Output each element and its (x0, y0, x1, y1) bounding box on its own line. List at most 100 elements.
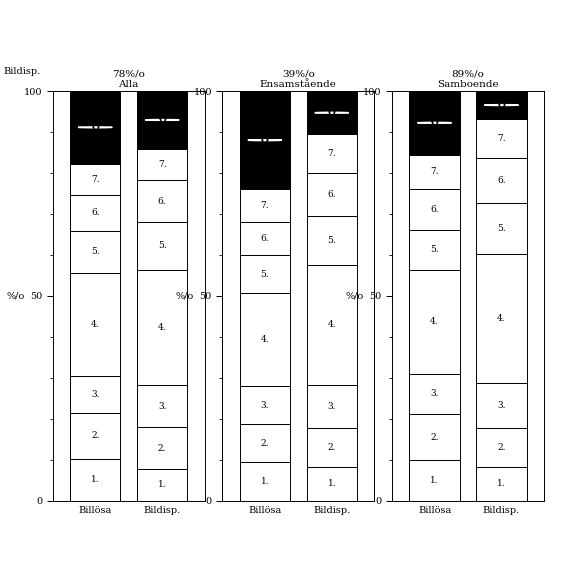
Circle shape (315, 112, 349, 113)
Text: 4.: 4. (497, 314, 506, 323)
Bar (410, 414, 460, 460)
Text: 2.: 2. (261, 439, 269, 448)
Y-axis label: %/o: %/o (176, 291, 194, 300)
Bar (410, 270, 460, 374)
Text: 4.: 4. (430, 318, 439, 327)
Bar (137, 91, 187, 149)
Bar (70, 273, 121, 376)
Text: Ö: Ö (431, 118, 439, 127)
Text: Ö: Ö (91, 123, 99, 132)
Bar (410, 229, 460, 270)
Bar (476, 203, 526, 254)
Text: 4.: 4. (91, 320, 99, 329)
Bar (410, 189, 460, 229)
Text: 6.: 6. (430, 205, 439, 214)
Text: 1.: 1. (430, 476, 439, 485)
Text: 3.: 3. (158, 402, 166, 411)
Bar (476, 383, 526, 428)
Y-axis label: %/o: %/o (346, 291, 364, 300)
Bar (410, 460, 460, 501)
Text: Bildisp.: Bildisp. (3, 67, 40, 76)
Bar (70, 164, 121, 195)
Circle shape (145, 119, 179, 121)
Text: 2.: 2. (431, 433, 439, 442)
Text: Ö: Ö (328, 108, 336, 117)
Bar (70, 195, 121, 231)
Text: Ö: Ö (158, 116, 166, 125)
Text: 5.: 5. (158, 241, 167, 250)
Title: 78%/o
Alla: 78%/o Alla (112, 69, 145, 89)
Text: 4.: 4. (328, 320, 336, 329)
Text: 3.: 3. (261, 401, 269, 410)
Bar (70, 413, 121, 459)
Bar (307, 467, 357, 501)
Bar (476, 119, 526, 158)
Text: 5.: 5. (260, 270, 269, 279)
Bar (307, 91, 357, 134)
Text: 7.: 7. (430, 167, 439, 176)
Text: 2.: 2. (91, 431, 99, 440)
Bar (307, 265, 357, 385)
Bar (307, 385, 357, 428)
Text: 3.: 3. (431, 389, 439, 398)
Bar (240, 255, 290, 293)
Bar (240, 463, 290, 501)
Text: 1.: 1. (328, 479, 336, 488)
Text: 7.: 7. (260, 201, 269, 211)
Bar (137, 469, 187, 501)
Text: 1.: 1. (497, 480, 506, 488)
Circle shape (78, 127, 112, 128)
Bar (240, 222, 290, 255)
Text: 5.: 5. (430, 245, 439, 254)
Bar (240, 386, 290, 424)
Bar (410, 374, 460, 414)
Text: 6.: 6. (91, 208, 99, 217)
Bar (476, 428, 526, 467)
Bar (137, 180, 187, 222)
Bar (307, 428, 357, 467)
Bar (476, 467, 526, 501)
Bar (137, 222, 187, 270)
Bar (476, 254, 526, 383)
Bar (240, 189, 290, 222)
Text: 7.: 7. (497, 134, 506, 143)
Text: 2.: 2. (328, 443, 336, 452)
Text: 2.: 2. (497, 443, 505, 452)
Text: 6.: 6. (260, 234, 269, 243)
Bar (240, 424, 290, 463)
Bar (307, 216, 357, 265)
Text: Ö: Ö (497, 101, 505, 110)
Bar (410, 155, 460, 189)
Text: 7.: 7. (328, 149, 336, 158)
Title: 39%/o
Ensamstående: 39%/o Ensamstående (260, 69, 337, 89)
Bar (240, 91, 290, 189)
Text: 6.: 6. (158, 197, 167, 206)
Bar (137, 149, 187, 180)
Text: Ö: Ö (261, 135, 269, 145)
Text: 7.: 7. (91, 175, 99, 184)
Text: 5.: 5. (497, 224, 506, 233)
Bar (410, 91, 460, 155)
Bar (137, 427, 187, 469)
Text: 6.: 6. (328, 190, 336, 199)
Text: 1.: 1. (260, 477, 269, 486)
Bar (137, 385, 187, 427)
Text: 5.: 5. (328, 236, 336, 245)
Bar (137, 270, 187, 385)
Text: 7.: 7. (158, 160, 167, 169)
Text: 3.: 3. (91, 390, 99, 399)
Text: 5.: 5. (91, 248, 99, 256)
Text: 1.: 1. (91, 476, 99, 484)
Text: 2.: 2. (158, 444, 166, 453)
Bar (70, 91, 121, 164)
Circle shape (418, 122, 452, 123)
Bar (70, 459, 121, 501)
Bar (70, 231, 121, 273)
Circle shape (248, 140, 282, 141)
Bar (476, 91, 526, 119)
Bar (307, 173, 357, 216)
Bar (70, 376, 121, 413)
Text: 3.: 3. (497, 401, 505, 410)
Bar (240, 293, 290, 386)
Text: 1.: 1. (158, 480, 167, 489)
